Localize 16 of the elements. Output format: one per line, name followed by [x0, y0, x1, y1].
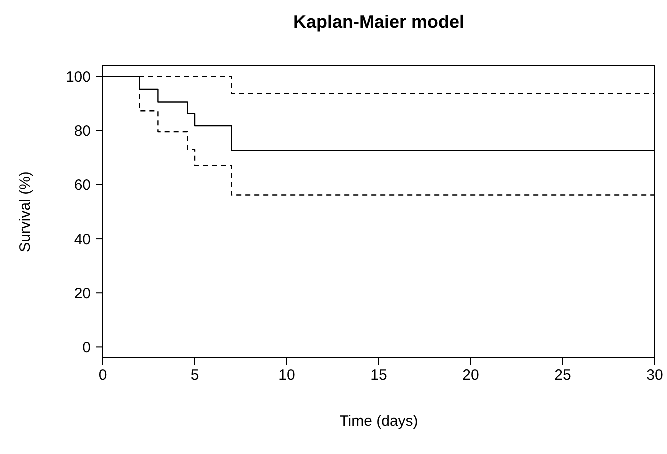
x-tick-label: 20 [462, 367, 480, 384]
y-tick-label: 60 [74, 177, 91, 194]
x-axis-title: Time (days) [340, 413, 418, 430]
y-tick-label: 40 [74, 231, 91, 248]
y-tick-label: 100 [66, 69, 91, 86]
y-tick-label: 20 [74, 285, 91, 302]
x-tick-label: 0 [98, 367, 108, 384]
x-tick-label: 10 [278, 367, 296, 384]
x-tick-label: 5 [190, 367, 200, 384]
y-axis-title: Survival (%) [17, 172, 34, 252]
x-tick-label: 25 [554, 367, 572, 384]
y-tick-label: 0 [82, 339, 91, 356]
y-tick-label: 80 [74, 123, 91, 140]
x-tick-label: 15 [370, 367, 388, 384]
chart-title: Kaplan-Maier model [293, 12, 465, 32]
x-tick-label: 30 [646, 367, 664, 384]
